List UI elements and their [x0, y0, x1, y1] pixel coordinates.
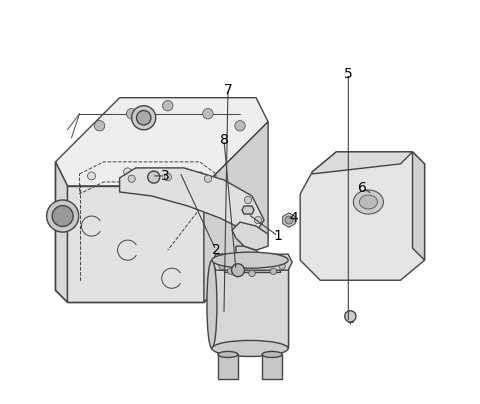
Circle shape [285, 216, 293, 224]
Circle shape [249, 256, 255, 262]
Circle shape [270, 258, 276, 264]
Text: 6: 6 [358, 181, 367, 195]
Text: 3: 3 [161, 169, 170, 183]
Text: 4: 4 [290, 211, 299, 225]
Ellipse shape [212, 252, 288, 268]
Text: 8: 8 [219, 133, 228, 147]
Ellipse shape [262, 351, 282, 358]
Circle shape [164, 173, 171, 181]
Polygon shape [212, 262, 288, 347]
Circle shape [231, 264, 244, 277]
Circle shape [196, 172, 204, 180]
Ellipse shape [207, 260, 217, 348]
Circle shape [279, 263, 285, 269]
Circle shape [203, 109, 213, 119]
Circle shape [132, 106, 156, 130]
Polygon shape [232, 222, 268, 250]
Ellipse shape [212, 341, 288, 356]
Text: 7: 7 [224, 83, 232, 97]
Circle shape [124, 168, 132, 176]
Circle shape [244, 196, 252, 204]
Circle shape [228, 268, 234, 274]
Polygon shape [224, 260, 280, 272]
Circle shape [52, 206, 73, 227]
Polygon shape [212, 254, 292, 270]
Polygon shape [55, 162, 68, 302]
Circle shape [148, 171, 160, 183]
Ellipse shape [360, 195, 377, 209]
Text: 1: 1 [274, 229, 283, 243]
Circle shape [126, 109, 137, 119]
Polygon shape [68, 186, 204, 302]
Polygon shape [312, 152, 412, 174]
Circle shape [219, 263, 225, 269]
Polygon shape [236, 246, 268, 278]
Circle shape [47, 200, 79, 232]
Polygon shape [120, 168, 264, 232]
Circle shape [204, 175, 212, 182]
Circle shape [235, 120, 245, 131]
Circle shape [164, 168, 172, 176]
Text: 2: 2 [212, 243, 220, 257]
Circle shape [228, 258, 234, 264]
Polygon shape [262, 354, 282, 379]
Polygon shape [218, 354, 238, 379]
Circle shape [345, 311, 356, 322]
Circle shape [87, 172, 96, 180]
Circle shape [270, 268, 276, 274]
Polygon shape [242, 206, 254, 214]
Polygon shape [55, 98, 268, 186]
Text: 5: 5 [344, 67, 353, 81]
Polygon shape [412, 152, 425, 260]
Ellipse shape [218, 351, 238, 358]
Circle shape [249, 270, 255, 277]
Circle shape [136, 111, 151, 125]
Polygon shape [204, 122, 268, 302]
Circle shape [95, 120, 105, 131]
Circle shape [254, 217, 262, 224]
Circle shape [163, 101, 173, 111]
Ellipse shape [353, 190, 384, 214]
Circle shape [128, 175, 135, 182]
Polygon shape [300, 152, 425, 280]
